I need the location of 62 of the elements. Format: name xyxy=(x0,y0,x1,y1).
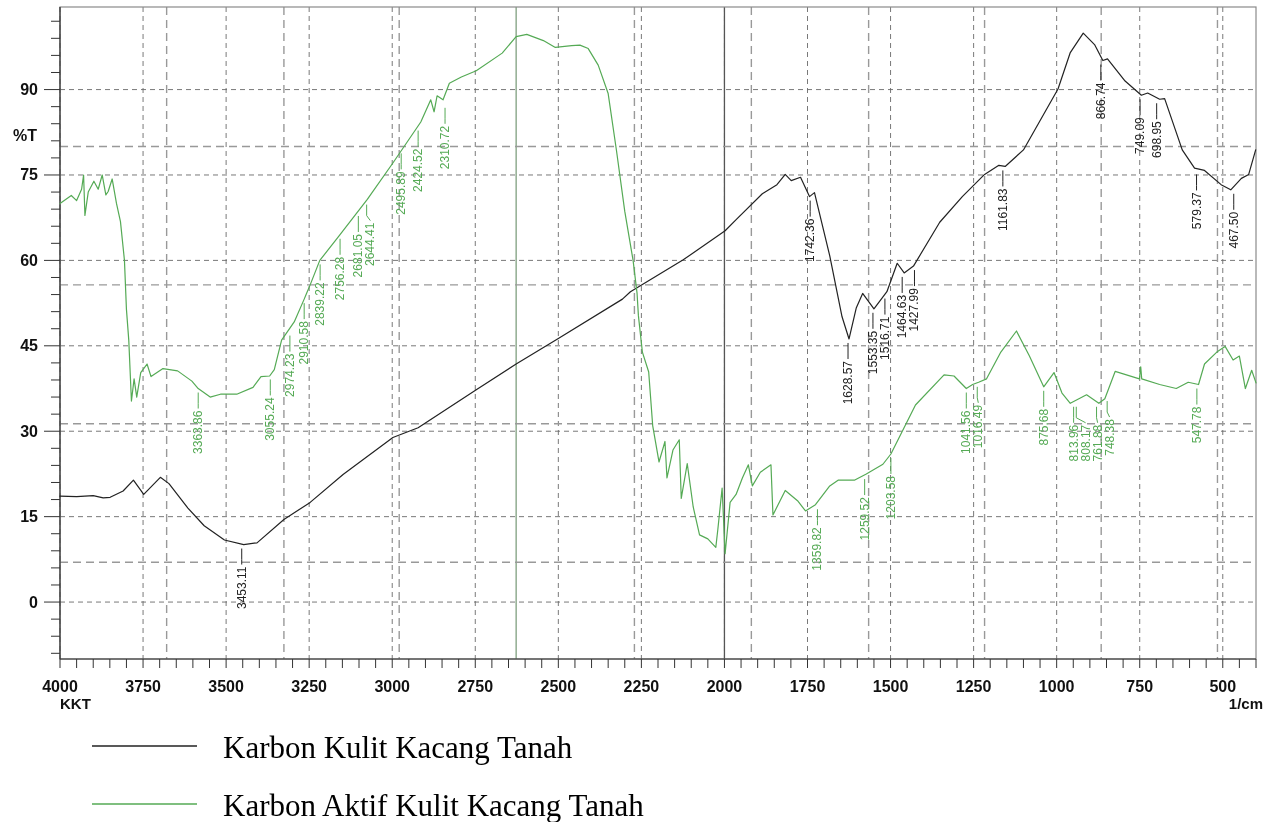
annotation: 2424.52 xyxy=(411,148,426,192)
y-tick-label: 30 xyxy=(20,422,39,440)
annotation: 1553.35 xyxy=(865,330,880,375)
annotation: 1464.63 xyxy=(895,294,910,339)
y-tick-label: 75 xyxy=(20,166,39,184)
annotation: 813.96 xyxy=(1066,424,1081,462)
annotation: 1516.71 xyxy=(877,316,892,360)
annotation: 749.09 xyxy=(1133,116,1148,154)
annotation: 875.68 xyxy=(1036,408,1051,446)
annotation: 698.95 xyxy=(1149,120,1164,158)
annotation: 579.37 xyxy=(1189,192,1204,230)
annotation: 2910.58 xyxy=(297,320,312,365)
annotation: 808.17 xyxy=(1078,424,1093,462)
x-tick-label: 3500 xyxy=(208,678,245,695)
annotation: 2839.22 xyxy=(313,282,328,326)
x-axis-title: 1/cm xyxy=(1228,695,1263,712)
annotation: 748.38 xyxy=(1102,418,1117,456)
annotation: 2681.05 xyxy=(351,233,366,278)
y-tick-label: 45 xyxy=(20,337,39,355)
y-tick-label: 15 xyxy=(20,508,39,526)
annotation: 467.50 xyxy=(1226,211,1241,249)
x-tick-label: 2250 xyxy=(623,678,660,695)
annotation: 1628.57 xyxy=(841,360,856,405)
x-tick-label: 3000 xyxy=(374,678,411,695)
x-tick-label: 2000 xyxy=(706,678,743,695)
y-tick-label: 60 xyxy=(20,251,39,269)
annotation: 547.78 xyxy=(1189,406,1204,444)
x-tick-label: 3750 xyxy=(125,678,161,695)
annotation: 1016.49 xyxy=(971,404,986,449)
annotation: 866.74 xyxy=(1093,82,1108,120)
x-tick-label: 3250 xyxy=(291,678,328,695)
annotation: 2756.28 xyxy=(333,256,348,301)
annotation: 1427.99 xyxy=(907,287,922,332)
annotation: 2644.41 xyxy=(363,222,378,266)
annotation: 2974.23 xyxy=(282,353,297,397)
x-tick-label: 4000 xyxy=(42,678,78,695)
legend-label: Karbon Aktif Kulit Kacang Tanah xyxy=(223,788,645,822)
annotation: 2310.72 xyxy=(438,125,453,170)
y-tick-label: 90 xyxy=(20,81,39,99)
x-tick-label: 750 xyxy=(1126,678,1154,695)
annotation: 1359.82 xyxy=(810,526,825,571)
annotation: 1161.83 xyxy=(995,188,1010,231)
annotation: 3453.11 xyxy=(234,566,249,610)
annotation: 1041.56 xyxy=(959,410,974,454)
annotation: 1203.58 xyxy=(883,475,898,520)
x-tick-label: 500 xyxy=(1209,678,1237,695)
y-tick-label: 0 xyxy=(29,593,39,611)
x-tick-label: 2500 xyxy=(540,678,577,695)
annotation: 1259.52 xyxy=(857,496,872,541)
x-tick-label: 1250 xyxy=(955,678,992,695)
x-tick-label: 1000 xyxy=(1038,678,1075,695)
annotation: 3055.24 xyxy=(263,397,278,441)
x-tick-label: 1500 xyxy=(872,678,909,695)
legend-label: Karbon Kulit Kacang Tanah xyxy=(223,730,573,765)
text: KKT xyxy=(60,695,91,712)
x-tick-label: 2750 xyxy=(457,678,494,695)
x-tick-label: 1750 xyxy=(789,678,826,695)
annotation: 1742.36 xyxy=(803,218,818,263)
annotation: 761.88 xyxy=(1090,424,1105,462)
annotation: 3363.86 xyxy=(191,410,206,454)
annotation: 2495.89 xyxy=(394,171,409,215)
y-axis-title: %T xyxy=(13,126,38,144)
